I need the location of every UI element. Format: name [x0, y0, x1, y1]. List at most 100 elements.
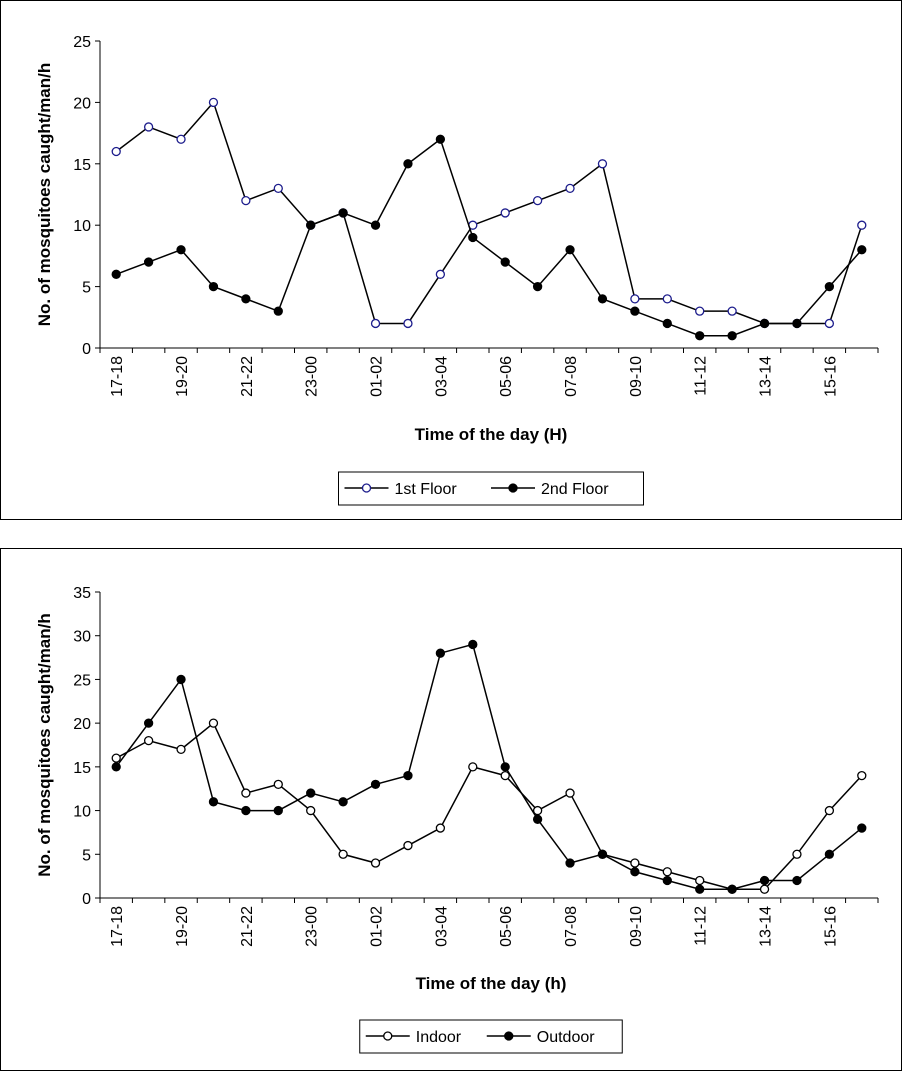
point [370, 220, 381, 230]
point [727, 884, 737, 894]
legend-marker [504, 1031, 514, 1041]
point [630, 858, 640, 868]
x-tick-label: 15-16 [822, 356, 839, 397]
y-tick-label: 25 [73, 672, 91, 689]
point [695, 875, 705, 886]
point [306, 788, 316, 798]
point [565, 183, 575, 194]
point [695, 306, 705, 316]
point [143, 718, 154, 728]
x-tick-label: 03-04 [433, 906, 450, 947]
series [111, 97, 867, 329]
point [857, 220, 867, 230]
series [111, 639, 867, 894]
point [435, 269, 446, 279]
y-tick-label: 20 [73, 95, 91, 112]
point [176, 134, 186, 144]
legend-marker [361, 483, 372, 493]
point [435, 823, 446, 833]
x-tick-label: 09-10 [628, 356, 645, 397]
point [370, 779, 381, 789]
point [565, 858, 575, 868]
point [759, 875, 770, 886]
point [727, 331, 737, 341]
point [241, 788, 251, 798]
point [695, 331, 705, 341]
point [824, 318, 835, 329]
point [468, 762, 478, 772]
point [630, 306, 640, 316]
x-tick-label: 19-20 [174, 906, 191, 947]
point [370, 858, 381, 868]
x-tick-label: 21-22 [239, 356, 256, 397]
point [532, 195, 543, 206]
point [727, 306, 737, 316]
point [500, 257, 510, 267]
point [857, 770, 867, 781]
point [532, 805, 543, 816]
chart-frame [0, 0, 902, 520]
point [662, 294, 672, 304]
legend-label: Indoor [416, 1029, 462, 1046]
y-tick-label: 10 [73, 804, 91, 821]
x-tick-label: 07-08 [563, 906, 580, 947]
point [208, 797, 219, 807]
x-tick-label: 09-10 [628, 906, 645, 947]
x-axis-title: Time of the day (h) [416, 974, 567, 993]
point [176, 674, 186, 685]
x-tick-label: 23-00 [304, 356, 321, 397]
point [662, 318, 672, 329]
legend-marker [383, 1031, 393, 1041]
point [208, 97, 219, 108]
point [824, 805, 835, 816]
point [759, 884, 770, 894]
point [338, 797, 348, 807]
line [115, 100, 863, 325]
y-tick-label: 25 [73, 34, 91, 51]
point [111, 269, 121, 279]
line [115, 721, 863, 891]
x-tick-label: 05-06 [498, 356, 515, 397]
point [273, 183, 283, 194]
point [759, 318, 770, 329]
point [273, 779, 283, 789]
y-tick-label: 30 [73, 629, 91, 646]
point [630, 867, 640, 877]
point [532, 814, 543, 824]
point [143, 257, 154, 267]
x-tick-label: 11-12 [693, 356, 710, 396]
x-tick-label: 15-16 [822, 906, 839, 947]
x-tick-label: 01-02 [369, 906, 386, 947]
point [792, 849, 802, 859]
series [111, 718, 867, 894]
point [597, 849, 608, 859]
x-tick-label: 17-18 [109, 906, 126, 947]
line [115, 138, 863, 337]
point [143, 735, 154, 746]
point [597, 159, 608, 169]
legend-label: 2nd Floor [541, 481, 609, 498]
x-tick-label: 07-08 [563, 356, 580, 397]
point [338, 208, 348, 218]
y-axis-title: No. of mosquitoes caught/man/h [35, 613, 54, 877]
point [176, 245, 186, 255]
point [273, 306, 283, 316]
point [403, 318, 413, 329]
y-tick-label: 15 [73, 157, 91, 174]
legend-label: Outdoor [537, 1029, 595, 1046]
point [695, 884, 705, 894]
point [824, 849, 835, 859]
x-tick-label: 17-18 [109, 356, 126, 397]
point [403, 770, 413, 781]
y-tick-label: 0 [82, 891, 91, 908]
x-axis-title: Time of the day (H) [415, 425, 568, 444]
point [208, 718, 219, 728]
x-tick-label: 21-22 [239, 906, 256, 947]
x-tick-label: 05-06 [498, 906, 515, 947]
x-tick-label: 03-04 [433, 356, 450, 397]
point [565, 788, 575, 798]
y-tick-label: 15 [73, 760, 91, 777]
point [500, 762, 510, 772]
point [435, 648, 446, 658]
